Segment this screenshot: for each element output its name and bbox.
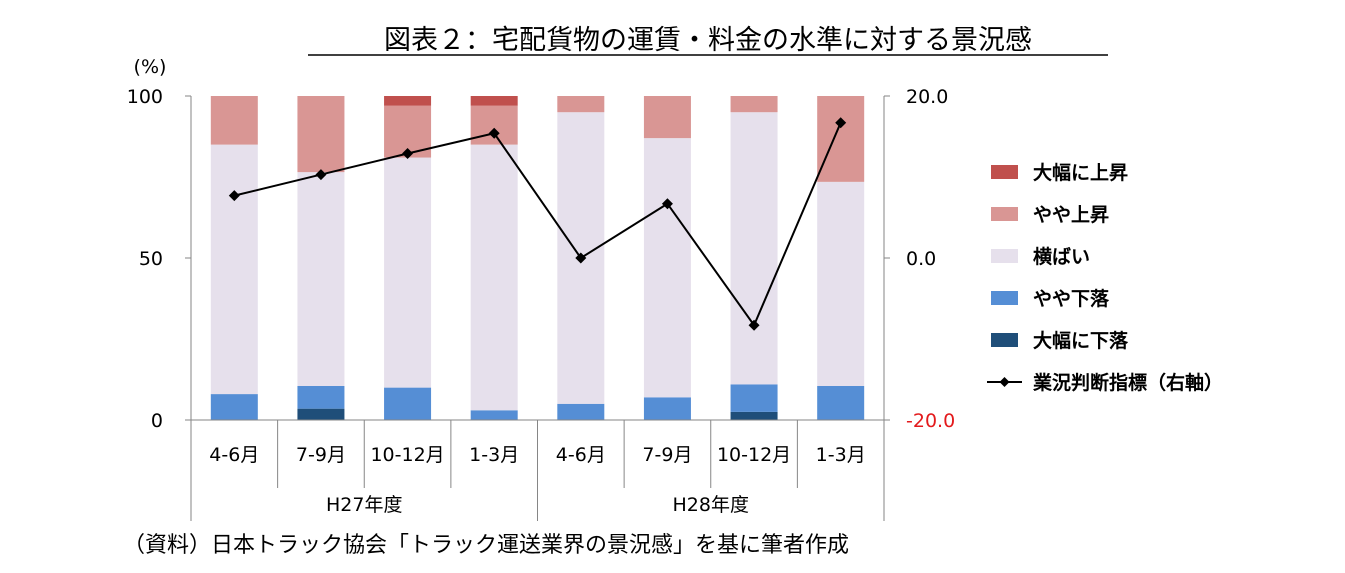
right-tick-label: 0.0 [906,248,936,270]
bar-segment-2-4 [470,410,518,420]
index-point-7 [748,319,760,331]
group-label-2: H28年度 [673,494,749,516]
category-axis: 4-6月 7-9月 10-12月 1-3月 4-6月 7-9月 10-12月 1-3月 H27年… [190,419,885,521]
legend-marker-swatch [999,377,1010,387]
axes: 0 50 100 (%) -20.0 0.0 20.0 [127,56,955,432]
bar-segment-2-1 [210,394,258,420]
bar-segment-4-1 [210,96,258,145]
category-label-5: 4-6月 [556,444,606,466]
bar-segment-3-3 [384,157,432,388]
bar-segment-4-5 [557,96,605,113]
bar-segment-1-2 [297,408,345,420]
index-point-8 [835,117,847,129]
legend-label-1: 大幅に上昇 [1033,161,1128,184]
legend-label-6: 業況判断指標（右軸） [1032,371,1223,394]
legend-swatch-5 [991,333,1018,347]
legend-label-4: やや下落 [1033,287,1110,310]
legend-swatch-4 [991,291,1018,305]
bar-segment-4-4 [470,105,518,145]
index-point-4 [488,127,500,139]
legend-label-5: 大幅に下落 [1033,329,1129,352]
index-point-6 [661,198,673,210]
category-label-8: 1-3月 [816,444,866,466]
source-note: （資料）日本トラック協会「トラック運送業界の景況感」を基に筆者作成 [123,533,849,558]
bar-segment-5-3 [384,96,432,106]
legend-swatch-1 [991,165,1018,179]
index-line-layer [228,117,847,331]
bar-segment-2-7 [730,384,778,412]
bar-segment-3-6 [643,138,691,398]
category-label-4: 1-3月 [469,444,519,466]
bar-segment-4-7 [730,96,778,113]
legend-label-3: 横ばい [1033,245,1090,268]
category-label-7: 10-12月 [717,444,791,466]
right-tick-label: 20.0 [906,86,948,108]
left-tick-label: 50 [139,248,163,270]
bar-segment-4-6 [643,96,691,139]
left-tick-label: 0 [151,410,163,432]
bar-segment-3-7 [730,112,778,385]
bar-segment-3-8 [817,181,865,386]
legend-swatch-2 [991,207,1018,221]
bar-segment-3-4 [470,144,518,411]
index-point-3 [402,148,414,160]
bar-segment-2-5 [557,403,605,420]
bar-segment-4-8 [817,96,865,182]
category-label-6: 7-9月 [642,444,692,466]
bar-segment-2-6 [643,397,691,420]
bar-segment-3-2 [297,172,345,386]
bar-segment-5-4 [470,96,518,106]
left-tick-label: 100 [127,86,163,108]
left-axis-unit: (%) [134,56,167,78]
bar-segment-3-1 [210,144,258,395]
index-point-1 [228,190,240,202]
legend-swatch-3 [991,249,1018,263]
stacked-bars [210,96,865,420]
bar-segment-2-2 [297,385,345,409]
bar-segment-1-7 [730,411,778,420]
right-tick-label: -20.0 [906,410,955,432]
category-label-3: 10-12月 [370,444,444,466]
index-line [234,122,842,328]
group-label-1: H27年度 [326,494,402,516]
index-point-2 [315,169,327,181]
chart-title: 図表２：宅配貨物の運賃・料金の水準に対する景況感 [384,25,1032,56]
category-label-1: 4-6月 [209,444,259,466]
index-point-5 [575,252,587,264]
category-label-2: 7-9月 [296,444,346,466]
bar-segment-2-8 [817,385,865,420]
bar-segment-4-2 [297,96,345,173]
legend-label-2: やや上昇 [1033,204,1109,226]
bar-segment-2-3 [384,387,432,420]
